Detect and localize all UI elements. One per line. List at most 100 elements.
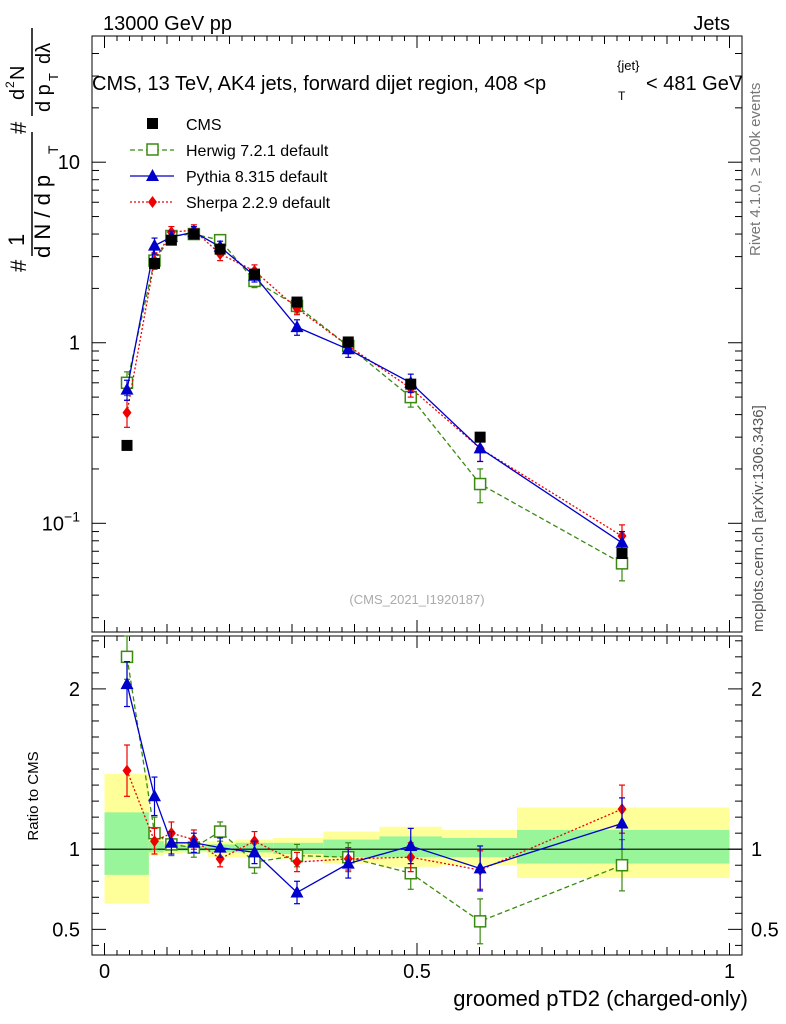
- ratio-y-tick-label-right-0: 0.5: [751, 919, 779, 941]
- rivet-label: Rivet 4.1.0, ≥ 100k events: [747, 83, 764, 256]
- ratio-y-tick-label-right-2: 2: [751, 679, 762, 701]
- ratio-y-tick-label-left-2: 2: [69, 679, 80, 701]
- band-inner-6: [273, 842, 324, 855]
- ratio-panel-series: [120, 635, 629, 945]
- main-series-herwig: [120, 227, 629, 582]
- main-point-herwig: [473, 477, 487, 491]
- legend-entry-herwig: Herwig 7.2.1 default: [130, 143, 329, 160]
- ratio-point-pythia: [290, 885, 304, 898]
- legend-cms-label: CMS: [186, 117, 222, 134]
- main-point-cms: [474, 431, 486, 443]
- title-sup: {jet}: [617, 58, 640, 73]
- ylabel-dN: d N / d p: [30, 175, 55, 258]
- main-point-sherpa: [122, 406, 132, 419]
- ratio-point-sherpa: [122, 764, 132, 777]
- legend-pythia-label: Pythia 8.315 default: [186, 169, 328, 186]
- main-point-cms: [616, 548, 628, 560]
- main-point-cms: [249, 268, 260, 280]
- ratio-uncertainty-bands: [104, 773, 730, 904]
- main-point-pythia: [473, 441, 487, 454]
- band-inner-7: [323, 839, 380, 858]
- main-point-pythia: [120, 382, 134, 395]
- main-point-pythia: [148, 238, 161, 251]
- plot-title: CMS, 13 TeV, AK4 jets, forward dijet reg…: [92, 58, 743, 103]
- title-tail: < 481 GeV: [646, 73, 743, 95]
- ratio-point-pythia: [164, 835, 178, 848]
- x-tick-label-0: 0: [99, 961, 110, 983]
- ratio-point-pythia: [213, 840, 227, 853]
- main-y-tick-label-1: 1: [69, 333, 80, 355]
- main-point-cms: [291, 296, 303, 308]
- ylabel-one: 1: [4, 234, 29, 246]
- ratio-series-pythia: [120, 661, 629, 905]
- ratio-ylabel: Ratio to CMS: [25, 751, 42, 840]
- legend-entry-pythia: Pythia 8.315 default: [130, 169, 328, 186]
- ratio-point-pythia: [341, 856, 355, 869]
- legend-entry-cms: CMS: [147, 117, 222, 134]
- main-line-herwig: [126, 233, 623, 564]
- main-point-cms: [405, 378, 417, 390]
- main-series-cms: [121, 228, 628, 560]
- x-tick-label-1: 0.5: [403, 961, 431, 983]
- ratio-y-tick-label-left-0: 0.5: [52, 919, 80, 941]
- legend-herwig-marker: [146, 143, 159, 156]
- ratio-line-herwig: [126, 656, 623, 923]
- main-series-pythia: [120, 225, 629, 557]
- ratio-y-tick-label-right-1: 1: [751, 839, 762, 861]
- ylabel-d2: d: [7, 89, 29, 100]
- main-y-tick-label-2: 10: [58, 152, 80, 174]
- beam-label: 13000 GeV pp: [103, 13, 232, 35]
- legend-entry-sherpa: Sherpa 2.2.9 default: [130, 195, 331, 212]
- main-panel-series: [120, 224, 629, 582]
- band-inner-10: [517, 829, 730, 864]
- category-label: Jets: [693, 13, 730, 35]
- legend-sherpa-label: Sherpa 2.2.9 default: [186, 195, 331, 212]
- title-main: CMS, 13 TeV, AK4 jets, forward dijet reg…: [92, 73, 546, 95]
- main-point-cms: [121, 439, 133, 451]
- axes: 0 0.5 1 10−1 1 10 0.5 0.5 1 1 2 2: [42, 35, 779, 983]
- legend-sherpa-marker: [148, 196, 157, 208]
- analysis-watermark: (CMS_2021_I1920187): [349, 592, 484, 607]
- ratio-y-tick-label-left-1: 1: [69, 839, 80, 861]
- ratio-point-pythia: [473, 861, 487, 874]
- ratio-point-pythia: [615, 816, 629, 829]
- ratio-point-herwig: [473, 915, 487, 928]
- main-line-pythia: [126, 231, 623, 544]
- ratio-point-pythia: [148, 789, 161, 802]
- ylabel-hash2: #: [6, 121, 31, 134]
- ylabel-dp: d p: [33, 84, 55, 112]
- ylabel-T2: T: [46, 73, 61, 81]
- title-sub: T: [618, 89, 626, 103]
- ratio-point-pythia: [404, 838, 418, 851]
- main-point-cms: [188, 228, 200, 240]
- x-tick-label-2: 1: [724, 961, 735, 983]
- main-point-cms: [149, 257, 160, 269]
- main-point-pythia: [615, 535, 629, 548]
- legend: CMS Herwig 7.2.1 default Pythia 8.315 de…: [130, 117, 331, 212]
- main-point-cms: [342, 336, 354, 348]
- ylabel-T1: T: [45, 145, 61, 154]
- ratio-point-sherpa: [150, 835, 159, 848]
- main-point-herwig: [615, 557, 629, 570]
- main-point-cms: [165, 234, 177, 246]
- ylabel-hash1: #: [6, 259, 31, 272]
- ratio-point-herwig: [120, 650, 134, 664]
- main-line-sherpa: [126, 229, 623, 537]
- main-series-sherpa: [122, 224, 627, 550]
- ratio-point-pythia: [248, 845, 261, 858]
- ratio-series-herwig: [120, 635, 629, 945]
- ylabel-sup2: 2: [3, 81, 17, 88]
- x-axis-title: groomed pTD2 (charged-only): [453, 986, 748, 1011]
- ylabel-dlambda: dλ: [33, 43, 55, 64]
- ratio-frame: [91, 635, 743, 956]
- ratio-point-pythia: [187, 835, 201, 848]
- main-point-cms: [214, 243, 226, 255]
- mcplots-label: mcplots.cern.ch [arXiv:1306.3436]: [750, 405, 767, 632]
- band-inner-9: [442, 837, 517, 858]
- main-point-pythia: [290, 320, 304, 333]
- ylabel-N: N: [7, 66, 29, 80]
- band-inner-0: [104, 812, 149, 875]
- main-point-pythia: [341, 342, 355, 355]
- legend-pythia-marker: [146, 169, 159, 181]
